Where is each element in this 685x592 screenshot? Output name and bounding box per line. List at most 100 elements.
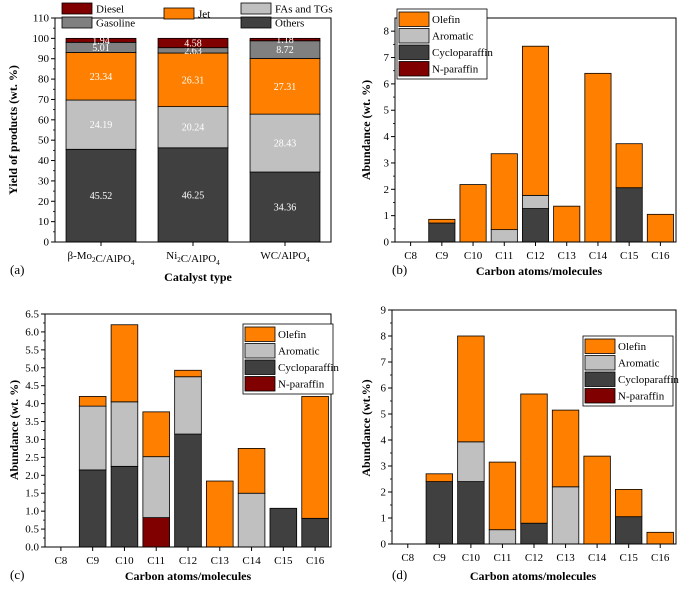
legend-swatch-aromatic (244, 343, 276, 359)
legend-label-gasoline: Gasoline (96, 18, 135, 30)
legend-label-aromatic: Aromatic (432, 31, 474, 43)
bar-fas-0 (65, 99, 137, 150)
y-axis-label: Abundance (wt. %) (359, 80, 373, 180)
data-label-gasoline-0: 5.01 (92, 43, 110, 54)
bar-others-2 (249, 171, 321, 243)
x-tick-label: β-Mo2C/AlPO4 (67, 250, 135, 267)
y-tick-label: 0.5 (25, 524, 39, 536)
y-tick-label: 0 (384, 237, 390, 249)
bar-aromatic-2 (110, 401, 139, 467)
x-tick-label: C13 (211, 555, 230, 567)
data-label-jet-1: 26.31 (182, 75, 205, 86)
x-tick-label: C12 (179, 555, 197, 567)
bar-fas-1 (157, 106, 229, 149)
bar-cycloparaffin-1 (428, 222, 456, 243)
x-axis-label: Catalyst type (164, 270, 232, 284)
legend-swatch-olefin (398, 11, 430, 27)
y-tick-label: 6 (384, 78, 390, 90)
legend-label-olefin: Olefin (618, 341, 647, 353)
x-tick-label: C8 (401, 552, 414, 564)
y-tick-label: 7 (384, 52, 390, 64)
legend-swatch-olefin (584, 338, 616, 354)
bar-olefin-4 (174, 369, 202, 378)
x-tick-label: C9 (435, 250, 448, 262)
data-label-others-1: 46.25 (182, 190, 205, 201)
chart-panel-c: 0.0 0.5 1.0 1.5 2.0 2.5 3.0 3.5 4.0 4.5 5.0 5.5 6.0 6… (7, 309, 339, 584)
legend-swatch-cycloparaffin (584, 371, 616, 387)
bar-olefin-8 (646, 213, 674, 243)
bar-aromatic-6 (237, 492, 266, 548)
y-tick-label: 2.0 (25, 470, 39, 482)
chart-panel-a: 45.52 24.19 23.34 5.011.94 46.25 20.24 26.31 2.… (6, 2, 333, 284)
bar-nparaffin-3 (142, 517, 170, 548)
y-axis-label: Abundance (wt. %) (7, 380, 21, 480)
bar-cycloparaffin-4 (174, 433, 202, 548)
x-tick-label: C9 (433, 552, 446, 564)
x-tick-label: C10 (462, 552, 481, 564)
data-label-jet-2: 27.31 (274, 82, 297, 93)
y-tick-label: 6 (381, 383, 387, 395)
x-tick-label: C8 (404, 250, 417, 262)
y-tick-label: 5 (381, 409, 387, 421)
legend-swatch-aromatic (398, 28, 430, 44)
bar-diesel-1 (157, 37, 229, 49)
y-tick-label: 7 (381, 357, 387, 369)
legend-swatch-aromatic (584, 355, 616, 371)
x-axis-label: Carbon atoms/molecules (470, 569, 597, 583)
legend-label-diesel: Diesel (96, 4, 124, 16)
bar-olefin-1 (78, 396, 107, 407)
bar-cycloparaffin-8 (301, 517, 329, 548)
bar-olefin-7 (615, 488, 643, 518)
bar-olefin-5 (553, 205, 581, 243)
y-tick-label: 30 (38, 175, 50, 187)
legend-swatch-others (240, 16, 272, 29)
y-axis-label: Yield of products (wt. %) (6, 65, 20, 195)
legend-label-fas: FAs and TGs (275, 4, 333, 16)
bar-cycloparaffin-7 (269, 507, 298, 548)
data-label-fas-0: 24.19 (90, 120, 113, 131)
legend-label-olefin: Olefin (432, 14, 461, 26)
legend-label-aromatic: Aromatic (618, 358, 660, 370)
data-label-jet-0: 23.34 (90, 72, 113, 83)
y-tick-label: 110 (33, 13, 50, 25)
x-tick-label: C11 (493, 552, 511, 564)
y-tick-label: 2 (381, 487, 387, 499)
y-tick-label: 0.0 (25, 542, 39, 554)
bar-aromatic-3 (488, 529, 517, 545)
y-tick-label: 3 (381, 461, 387, 473)
bar-cycloparaffin-1 (425, 481, 453, 545)
x-tick-label: C16 (651, 250, 670, 262)
y-tick-label: 8 (384, 26, 390, 38)
bar-olefin-8 (646, 531, 674, 545)
bar-cycloparaffin-1 (78, 469, 107, 548)
legend-label-nparaffin: N-paraffin (432, 64, 479, 76)
x-axis-label: Carbon atoms/molecules (125, 569, 252, 583)
panel-label: (b) (392, 262, 407, 277)
data-label-gasoline-2: 8.72 (276, 45, 294, 56)
bar-cycloparaffin-2 (110, 465, 139, 548)
y-tick-label: 3 (384, 157, 390, 169)
x-tick-label: C13 (556, 552, 575, 564)
legend-label-jet: Jet (198, 9, 210, 21)
x-tick-label: Ni2C/AlPO4 (166, 250, 220, 267)
legend-swatch-nparaffin (584, 388, 616, 404)
y-tick-label: 80 (38, 74, 50, 86)
x-tick-label: C12 (526, 250, 544, 262)
data-label-diesel-0: 1.94 (92, 36, 110, 47)
legend-swatch-nparaffin (244, 376, 276, 392)
bar-olefin-6 (237, 448, 266, 494)
bar-olefin-1 (428, 218, 456, 224)
bar-aromatic-1 (78, 405, 107, 471)
x-tick-label: C11 (147, 555, 165, 567)
bar-diesel-0 (65, 37, 137, 43)
bar-fas-2 (249, 113, 321, 173)
x-tick-label: C15 (620, 250, 639, 262)
y-tick-label: 3.0 (25, 434, 39, 446)
x-tick-label: C12 (525, 552, 543, 564)
chart-panel-b: 0 1 2 3 4 5 6 7 8 C8 C9 C10 C11 C12 C13 C14 C15 C16 Carbon… (359, 8, 677, 278)
legend-label-nparaffin: N-paraffin (278, 379, 325, 391)
x-tick-label: C14 (588, 552, 607, 564)
y-tick-label: 50 (38, 135, 50, 147)
legend-label-olefin: Olefin (278, 329, 307, 341)
